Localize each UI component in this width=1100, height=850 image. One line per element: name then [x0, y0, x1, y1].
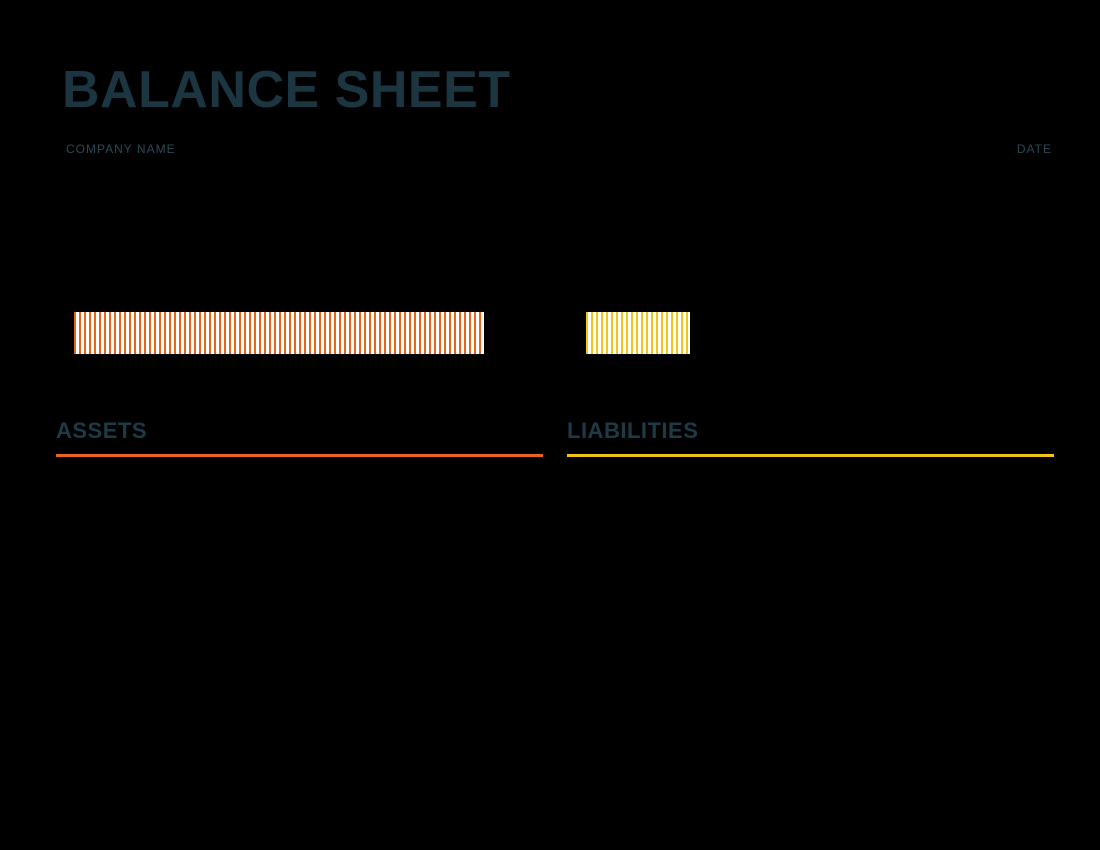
company-name-label: COMPANY NAME	[66, 142, 176, 156]
page-title: BALANCE SHEET	[62, 60, 511, 120]
liabilities-heading: LIABILITIES	[567, 418, 1054, 454]
liabilities-rule	[567, 454, 1054, 457]
liabilities-bar	[586, 312, 690, 354]
date-label: DATE	[1017, 142, 1052, 156]
assets-heading: ASSETS	[56, 418, 543, 454]
sections-row: ASSETS LIABILITIES	[56, 418, 1054, 457]
assets-rule	[56, 454, 543, 457]
liabilities-section: LIABILITIES	[567, 418, 1054, 457]
assets-section: ASSETS	[56, 418, 543, 457]
meta-row: COMPANY NAME DATE	[66, 142, 1052, 156]
assets-bar	[74, 312, 484, 354]
balance-bar-chart	[74, 312, 1054, 354]
